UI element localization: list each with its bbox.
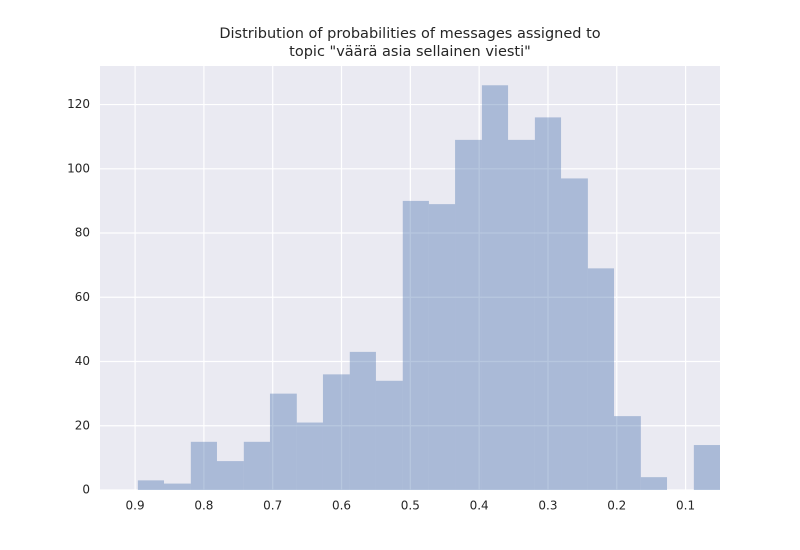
- chart-title: topic "väärä asia sellainen viesti": [289, 44, 531, 60]
- bar: [190, 441, 217, 490]
- bar: [693, 445, 720, 490]
- x-tick-label: 0.5: [401, 499, 420, 513]
- y-tick-label: 20: [75, 418, 90, 432]
- y-tick-label: 40: [75, 354, 90, 368]
- bar: [402, 200, 429, 490]
- y-tick-label: 0: [82, 483, 90, 497]
- bar: [561, 178, 588, 490]
- bar: [269, 393, 297, 490]
- bar: [243, 441, 270, 490]
- bar: [640, 477, 668, 490]
- bar: [481, 85, 509, 490]
- bar: [216, 461, 244, 490]
- x-tick-label: 0.2: [607, 499, 626, 513]
- x-tick-label: 0.8: [194, 499, 213, 513]
- x-tick-label: 0.4: [470, 499, 489, 513]
- bar: [375, 380, 403, 490]
- y-tick-label: 100: [67, 161, 90, 175]
- bar: [534, 117, 562, 491]
- x-tick-label: 0.7: [263, 499, 282, 513]
- y-tick-label: 80: [75, 226, 90, 240]
- x-tick-label: 0.9: [126, 499, 145, 513]
- bar: [322, 374, 350, 490]
- bar: [455, 139, 482, 490]
- bar: [163, 483, 191, 490]
- bar: [508, 139, 535, 490]
- x-tick-label: 0.6: [332, 499, 351, 513]
- y-tick-label: 120: [67, 97, 90, 111]
- y-tick-label: 60: [75, 290, 90, 304]
- bar: [296, 422, 323, 490]
- bar: [137, 480, 164, 490]
- bar: [428, 204, 456, 490]
- x-tick-label: 0.1: [676, 499, 695, 513]
- bar: [614, 416, 641, 490]
- x-tick-label: 0.3: [538, 499, 557, 513]
- bar: [587, 268, 615, 490]
- chart-title: Distribution of probabilities of message…: [219, 26, 600, 42]
- bar: [349, 351, 376, 490]
